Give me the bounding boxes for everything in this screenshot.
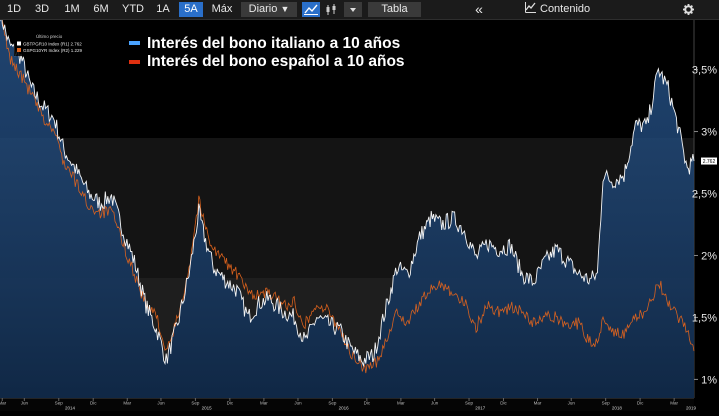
legend-box: Último precio GBTPGR10 Index (R1) 2.762 … <box>14 32 94 56</box>
table-button[interactable]: Tabla <box>368 2 421 17</box>
legend-swatch-spain <box>129 60 140 64</box>
x-tick-label: Jun <box>21 401 29 406</box>
x-tick-label: Mar <box>397 401 405 406</box>
range-button-max[interactable]: Máx <box>211 3 233 15</box>
x-tick-label: Dic <box>364 401 371 406</box>
chart-area: 1% 1,5% 2% 2,5% 3% 3,5% Mar Jun Sep Dic Mar Jun Sep… <box>0 9 719 411</box>
legend-label-spain: Interés del bono español a 10 años <box>147 53 405 70</box>
x-tick-label: Mar <box>123 401 131 406</box>
range-button-ytd[interactable]: YTD <box>122 3 144 15</box>
x-tick-label: Mar <box>534 401 542 406</box>
last-value-text: 2.762 <box>703 159 716 165</box>
range-button-3d[interactable]: 3D <box>34 3 50 15</box>
legend-label-italy: Interés del bono italiano a 10 años <box>147 35 400 52</box>
x-tick-label: Sep <box>602 401 611 406</box>
range-button-1m[interactable]: 1M <box>64 3 80 15</box>
x-tick-label: Dic <box>90 401 97 406</box>
y-tick-label: 1,5% <box>692 312 717 324</box>
x-year-label: 2014 <box>65 406 76 411</box>
chart-toolbar: 1D 3D 1M 6M YTD 1A 5A Máx Diario ▼ Tabla… <box>0 0 719 20</box>
y-tick-label: 1% <box>701 374 717 386</box>
x-year-label: 2019 <box>686 406 697 411</box>
line-chart-icon[interactable] <box>302 2 320 17</box>
series-layer <box>0 9 695 399</box>
range-button-1a[interactable]: 1A <box>156 3 170 15</box>
legend-box-row-2: GSPG10YR Index (R2) 1.229 <box>23 48 83 53</box>
x-tick-label: Dic <box>227 401 234 406</box>
legend-box-row-1: GBTPGR10 Index (R1) 2.762 <box>23 42 82 47</box>
line-chart[interactable]: 1% 1,5% 2% 2,5% 3% 3,5% Mar Jun Sep Dic Mar Jun Sep… <box>0 9 719 411</box>
legend-box-swatch-1 <box>17 41 21 46</box>
x-tick-label: Jun <box>294 401 302 406</box>
x-tick-label: Sep <box>191 401 200 406</box>
y-axis-panel <box>694 20 719 411</box>
x-tick-label: Sep <box>465 401 474 406</box>
legend-box-header: Último precio <box>36 33 63 39</box>
last-value-badge <box>701 157 717 165</box>
x-year-label: 2015 <box>202 406 213 411</box>
x-tick-label: Dic <box>500 401 507 406</box>
x-year-label: 2016 <box>339 406 350 411</box>
x-year-label: 2018 <box>612 406 623 411</box>
y-axis: 1% 1,5% 2% 2,5% 3% 3,5% <box>692 65 717 387</box>
x-tick-label: Jun <box>568 401 576 406</box>
legend-box-swatch-2 <box>17 48 21 52</box>
gear-icon[interactable] <box>679 2 697 17</box>
content-button[interactable]: Contenido <box>525 2 609 17</box>
last-value-marker: 2.762 <box>701 157 717 165</box>
x-tick-label: Mar <box>670 401 678 406</box>
collapse-icon[interactable]: « <box>475 1 483 17</box>
series-area-italy <box>0 9 694 399</box>
x-tick-label: Sep <box>328 401 337 406</box>
dropdown-icon[interactable] <box>344 2 362 17</box>
legend: Interés del bono italiano a 10 años Inte… <box>129 35 405 70</box>
content-chart-icon <box>525 2 536 13</box>
range-button-1d[interactable]: 1D <box>6 3 22 15</box>
content-label: Contenido <box>540 3 591 15</box>
x-tick-label: Dic <box>637 401 644 406</box>
y-tick-label: 2,5% <box>692 189 717 201</box>
chevron-down-icon: ▼ <box>280 4 290 14</box>
frequency-select[interactable]: Diario ▼ <box>241 2 297 17</box>
y-tick-label: 3,5% <box>692 65 717 77</box>
series-line-italy <box>0 9 695 368</box>
x-axis-panel <box>0 398 694 411</box>
candlestick-icon[interactable] <box>323 2 339 17</box>
x-year-label: 2017 <box>475 406 486 411</box>
x-tick-label: Sep <box>55 401 64 406</box>
legend-swatch-italy <box>129 41 140 45</box>
x-tick-label: Jun <box>157 401 165 406</box>
frequency-value: Diario <box>248 3 278 15</box>
x-axis: Mar Jun Sep Dic Mar Jun Sep Dic Mar Jun Sep Dic Mar J… <box>0 398 697 411</box>
x-tick-label: Jun <box>431 401 439 406</box>
y-tick-label: 3% <box>701 127 717 139</box>
range-button-6m[interactable]: 6M <box>93 3 109 15</box>
x-tick-label: Mar <box>260 401 268 406</box>
y-tick-label: 2% <box>701 250 717 262</box>
range-button-5a[interactable]: 5A <box>179 2 203 17</box>
legend-box-bg <box>14 32 94 56</box>
x-tick-label: Mar <box>0 401 7 406</box>
